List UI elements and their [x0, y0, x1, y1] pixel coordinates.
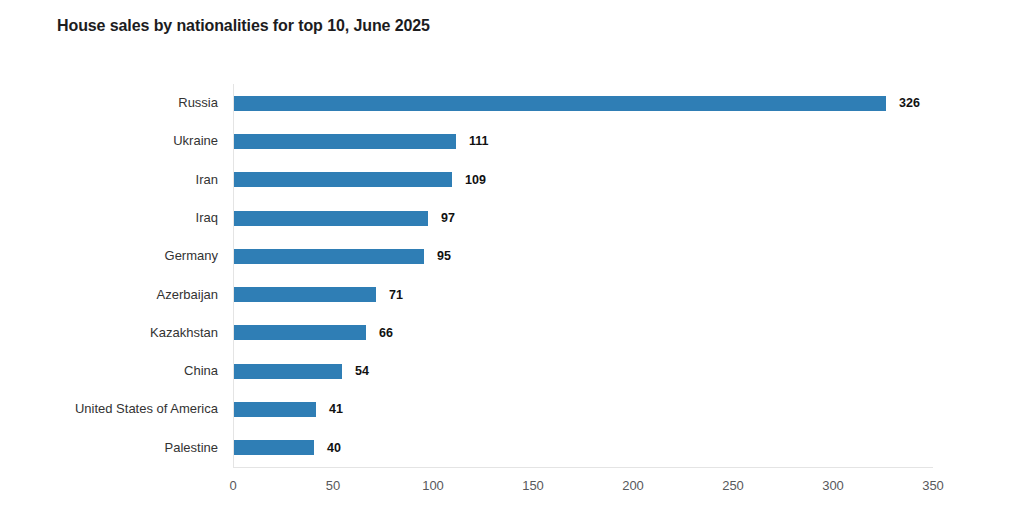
bar[interactable]	[234, 96, 886, 111]
category-label: Azerbaijan	[0, 276, 218, 314]
category-label: Palestine	[0, 429, 218, 467]
x-tick-label: 200	[622, 478, 644, 493]
category-label: Iran	[0, 161, 218, 199]
x-tick-label: 300	[822, 478, 844, 493]
value-label: 54	[355, 352, 369, 390]
plot-area: Russia 326 Ukraine 111 Iran 109 Iraq 97 Germany 9…	[0, 0, 1021, 516]
category-label: China	[0, 352, 218, 390]
category-label: United States of America	[0, 390, 218, 428]
value-label: 66	[379, 314, 393, 352]
category-label: Ukraine	[0, 122, 218, 160]
value-label: 326	[899, 84, 920, 122]
value-label: 71	[389, 276, 403, 314]
category-label: Russia	[0, 84, 218, 122]
x-tick-label: 100	[422, 478, 444, 493]
x-tick-label: 350	[922, 478, 944, 493]
value-label: 40	[327, 429, 341, 467]
value-label: 97	[441, 199, 455, 237]
bar[interactable]	[234, 134, 456, 149]
x-tick-label: 50	[326, 478, 340, 493]
x-tick-label: 250	[722, 478, 744, 493]
value-label: 111	[469, 122, 488, 160]
bar[interactable]	[234, 211, 428, 226]
value-label: 109	[465, 161, 486, 199]
bar[interactable]	[234, 402, 316, 417]
category-label: Kazakhstan	[0, 314, 218, 352]
x-tick-label: 0	[229, 478, 236, 493]
category-label: Germany	[0, 237, 218, 275]
bar[interactable]	[234, 440, 314, 455]
value-label: 95	[437, 237, 451, 275]
bar[interactable]	[234, 249, 424, 264]
bar[interactable]	[234, 364, 342, 379]
category-label: Iraq	[0, 199, 218, 237]
x-tick-label: 150	[522, 478, 544, 493]
bar[interactable]	[234, 325, 366, 340]
x-axis-line	[233, 467, 933, 468]
bar-chart: House sales by nationalities for top 10,…	[0, 0, 1021, 516]
bar[interactable]	[234, 287, 376, 302]
bar[interactable]	[234, 172, 452, 187]
value-label: 41	[329, 390, 343, 428]
